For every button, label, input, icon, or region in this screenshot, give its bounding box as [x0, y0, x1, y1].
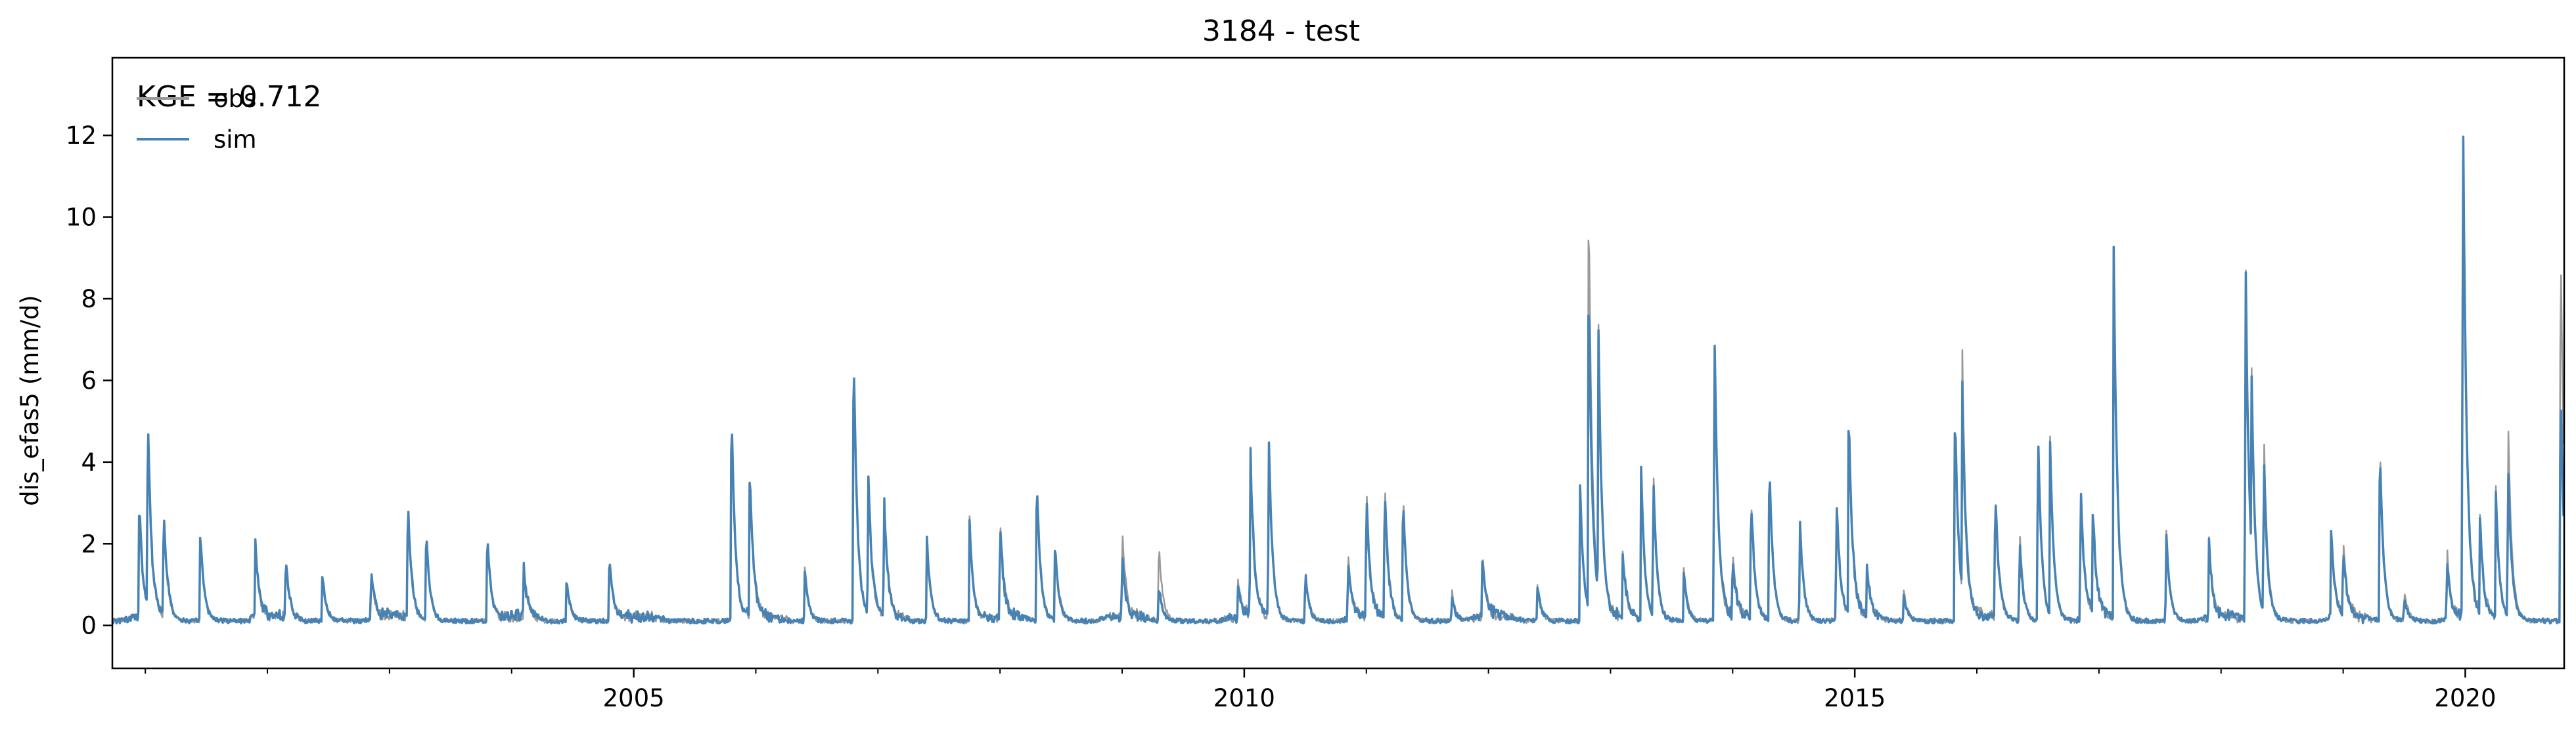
series-line-obs	[111, 137, 2565, 624]
x-tick-label: 2020	[2434, 684, 2496, 712]
legend-sim-label: sim	[214, 125, 257, 154]
plot-frame	[111, 56, 2565, 670]
y-tick-label: 12	[66, 121, 97, 150]
x-axis-ticks: 2005 2010 2015 2020	[145, 668, 2497, 712]
y-tick-label: 4	[81, 448, 97, 477]
kge-annotation: KGE = 0.712	[137, 80, 322, 114]
y-axis-label: dis_efas5 (mm/d)	[16, 295, 44, 506]
x-tick-label: 2015	[1824, 684, 1886, 712]
legend: KGE = 0.712 obs sim	[137, 80, 322, 154]
y-tick-label: 10	[66, 204, 97, 232]
series-obs	[111, 137, 2565, 624]
y-tick-label: 8	[81, 285, 97, 313]
y-tick-label: 0	[81, 612, 97, 640]
y-axis-ticks: 0 2 4 6 8 10 12	[66, 121, 112, 640]
x-tick-label: 2010	[1213, 684, 1275, 712]
series-sim	[111, 135, 2565, 625]
y-tick-label: 6	[81, 366, 97, 395]
y-tick-label: 2	[81, 530, 97, 558]
plot-area	[111, 135, 2565, 625]
chart-title: 3184 - test	[1202, 14, 1360, 48]
x-tick-label: 2005	[603, 684, 665, 712]
legend-obs-label: obs	[214, 85, 256, 113]
series-line-sim	[111, 135, 2565, 625]
